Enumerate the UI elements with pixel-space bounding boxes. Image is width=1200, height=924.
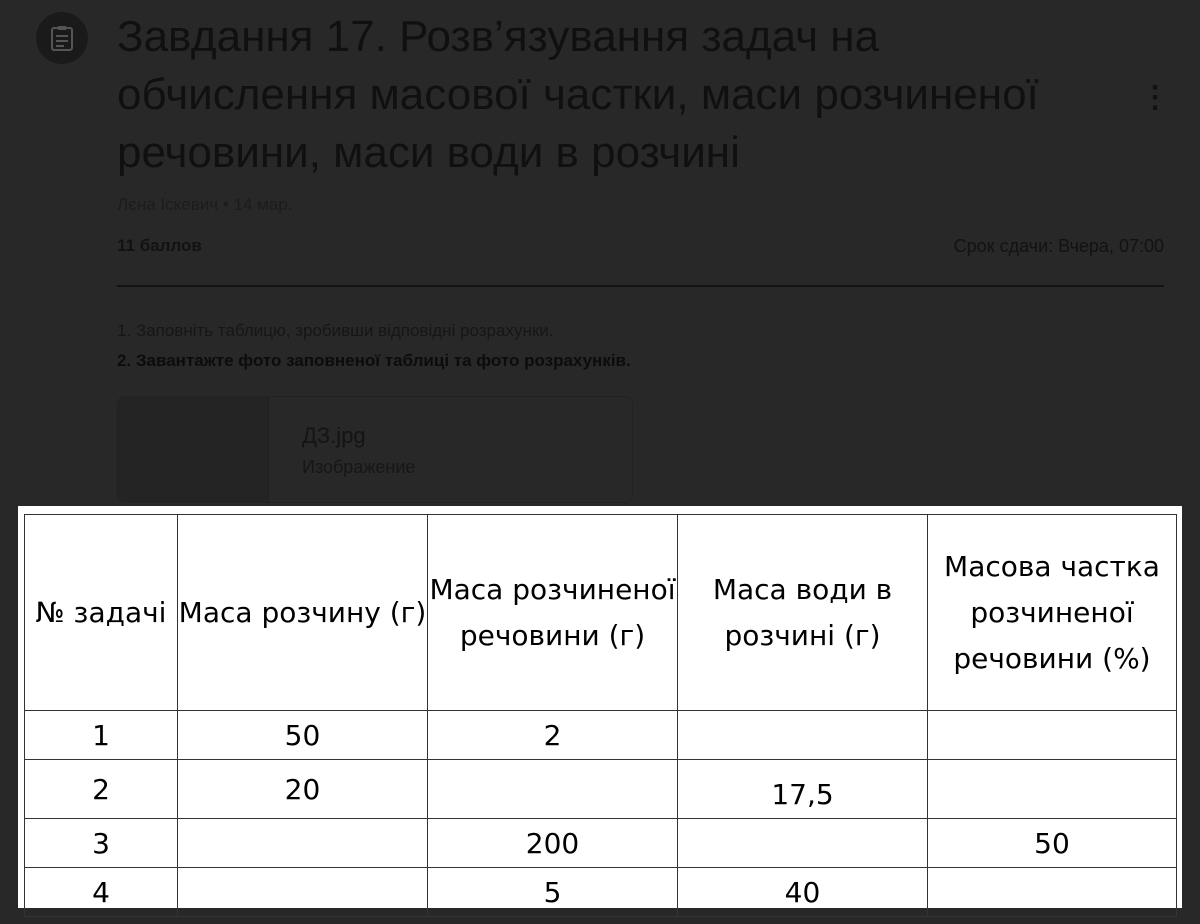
author-date: Лєна Іскевич • 14 мар. xyxy=(117,195,293,214)
table-header-row: № задачі Маса розчину (г) Маса розчинено… xyxy=(24,514,1177,711)
more-options-icon[interactable]: ⋮ xyxy=(1140,81,1170,114)
header-cell: Масова частка розчиненої речовини (%) xyxy=(927,514,1177,711)
cell: 5 xyxy=(427,867,678,917)
header-cell: № задачі xyxy=(24,514,178,711)
cell: 17,5 xyxy=(677,759,928,819)
table-row: 4 5 40 xyxy=(24,867,1177,917)
table-image: № задачі Маса розчину (г) Маса розчинено… xyxy=(18,506,1182,917)
data-table: № задачі Маса розчину (г) Маса розчинено… xyxy=(24,514,1177,917)
cell: 40 xyxy=(677,867,928,917)
cell: 1 xyxy=(24,710,178,760)
header-cell: Маса розчиненої речовини (г) xyxy=(427,514,678,711)
cell: 2 xyxy=(24,759,178,819)
cell xyxy=(177,818,428,868)
table-row: 2 20 17,5 xyxy=(24,759,1177,819)
assignment-icon xyxy=(36,12,88,64)
cell xyxy=(927,710,1177,760)
attachment-card[interactable]: ДЗ.jpg Изображение xyxy=(117,396,633,503)
cell xyxy=(427,759,678,819)
table-row: 3 200 50 xyxy=(24,818,1177,868)
table-row: 1 50 2 xyxy=(24,710,1177,760)
cell: 50 xyxy=(927,818,1177,868)
cell: 2 xyxy=(427,710,678,760)
cell: 200 xyxy=(427,818,678,868)
attachment-type: Изображение xyxy=(302,457,416,477)
cell xyxy=(677,710,928,760)
cell: 50 xyxy=(177,710,428,760)
cell xyxy=(677,818,928,868)
page-title: Завдання 17. Розв’язування задач на обчи… xyxy=(117,12,1039,177)
divider xyxy=(117,285,1164,287)
attachment-name: ДЗ.jpg xyxy=(302,423,366,448)
header-cell: Маса води в розчині (г) xyxy=(677,514,928,711)
cell xyxy=(927,759,1177,819)
instructions: 1. Заповніть таблицю, зробивши відповідн… xyxy=(117,316,631,376)
attachment-thumbnail xyxy=(118,397,269,502)
cell xyxy=(927,867,1177,917)
instruction-2: 2. Завантажте фото заповненої таблиці та… xyxy=(117,351,631,370)
points: 11 баллов xyxy=(117,236,202,255)
cell: 4 xyxy=(24,867,178,917)
cell: 20 xyxy=(177,759,428,819)
cell: 3 xyxy=(24,818,178,868)
instruction-1: 1. Заповніть таблицю, зробивши відповідн… xyxy=(117,321,554,340)
due-date: Срок сдачи: Вчера, 07:00 xyxy=(953,236,1164,256)
cell xyxy=(177,867,428,917)
header-cell: Маса розчину (г) xyxy=(177,514,428,711)
